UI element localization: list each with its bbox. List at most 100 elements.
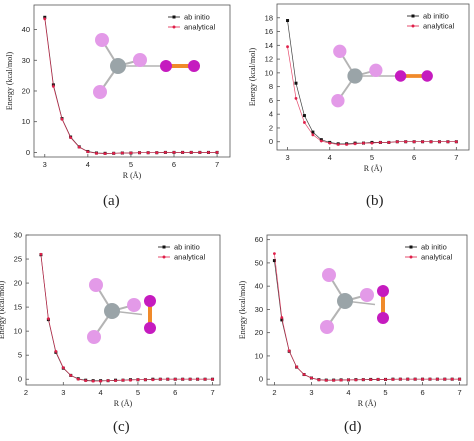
data-point-ab-initio	[311, 130, 315, 134]
data-point-analytical	[287, 349, 291, 353]
chart-b: 3 4 5 6 7 0 2 4 6 8 10 12 14 16 18 R (Å) Energy (kcal/mo…	[248, 3, 470, 173]
data-point-analytical	[54, 349, 58, 353]
data-point-analytical	[146, 151, 150, 155]
y-tick-label: 6	[269, 96, 273, 105]
data-point-analytical	[198, 150, 202, 154]
data-point-analytical	[406, 377, 410, 381]
y-tick-label: 16	[265, 27, 273, 36]
data-point-analytical	[443, 377, 447, 381]
data-point-analytical	[317, 378, 321, 382]
data-point-analytical	[43, 17, 47, 21]
data-point-analytical	[163, 150, 167, 154]
x-tick-label: 6	[172, 160, 176, 169]
panel-a: 3 4 5 6 7 0 10 20 30 40 R (Å) Energy (kcal/mol) ab i…	[0, 0, 237, 220]
plot-frame	[276, 3, 470, 151]
x-tick-label: 2	[272, 388, 276, 397]
data-point-analytical	[404, 140, 408, 144]
y-tick-label: 10	[265, 68, 273, 77]
data-point-analytical	[362, 141, 365, 145]
data-point-analytical	[412, 140, 416, 144]
caption-a: (a)	[103, 193, 120, 209]
data-point-analytical	[332, 378, 336, 382]
panel-b: 3 4 5 6 7 0 2 4 6 8 10 12 14 16 18 R (Å) Energy (kcal/mo…	[237, 0, 474, 220]
data-point-analytical	[446, 140, 450, 144]
data-point-analytical	[378, 141, 382, 144]
series-line-ab-initio	[287, 20, 457, 145]
data-point-analytical	[345, 143, 349, 146]
caption-d: (d)	[344, 419, 362, 435]
chart-a: 3 4 5 6 7 0 10 20 30 40 R (Å) Energy (kcal/mol) ab i…	[5, 4, 231, 180]
data-point-analytical	[413, 377, 417, 381]
legend-marker	[411, 24, 415, 28]
x-tick-label: 6	[173, 388, 177, 397]
x-tick-label: 4	[328, 153, 332, 162]
data-point-ab-initio	[43, 15, 47, 19]
data-point-analytical	[387, 141, 391, 144]
data-point-analytical	[391, 378, 395, 381]
legend-marker	[162, 255, 166, 259]
data-point-analytical	[129, 151, 133, 155]
data-point-analytical	[39, 252, 43, 256]
data-point-analytical	[158, 377, 162, 381]
legend-entry: ab initio	[184, 13, 210, 22]
data-point-analytical	[450, 377, 454, 381]
data-point-analytical	[172, 150, 176, 154]
x-tick-label: 3	[309, 388, 313, 397]
data-point-analytical	[203, 377, 207, 381]
y-tick-label: 0	[26, 148, 30, 157]
data-point-analytical	[86, 150, 90, 154]
x-tick-label: 6	[420, 388, 424, 397]
y-tick-label: 12	[265, 55, 273, 64]
data-point-analytical	[336, 143, 340, 146]
data-point-analytical	[143, 378, 147, 382]
y-tick-label: 8	[269, 82, 273, 91]
x-tick-label: 3	[285, 153, 289, 162]
data-point-analytical	[328, 141, 332, 145]
y-tick-label: 25	[14, 255, 22, 264]
data-point-analytical	[295, 365, 299, 369]
y-tick-label: 5	[18, 351, 22, 360]
x-axis-label: R (Å)	[114, 399, 133, 408]
y-tick-label: 60	[255, 235, 263, 244]
data-point-analytical	[211, 377, 214, 381]
series-line-analytical	[274, 253, 460, 381]
x-axis-label: R (Å)	[364, 164, 383, 173]
data-point-analytical	[339, 378, 343, 382]
y-tick-label: 0	[259, 375, 263, 384]
data-point-analytical	[106, 379, 110, 383]
x-tick-label: 4	[86, 160, 90, 169]
data-point-analytical	[189, 150, 193, 154]
data-point-analytical	[319, 139, 323, 143]
chart-c: 2 3 4 5 6 7 0 5 10 15 20 25 30 R (Å) Energy (kcal/mol)…	[0, 231, 221, 408]
data-point-analytical	[136, 378, 140, 382]
cf3-iodine-molecule-icon	[87, 278, 156, 344]
data-point-analytical	[76, 377, 80, 381]
data-point-analytical	[166, 377, 170, 381]
data-point-analytical	[46, 317, 50, 321]
x-tick-label: 5	[370, 153, 374, 162]
chart-d: 2 3 4 5 6 7 0 10 20 30 40 50 60 R (Å) Energy (kcal/mol…	[238, 234, 468, 408]
data-point-analytical	[458, 377, 461, 381]
y-tick-label: 50	[255, 258, 263, 267]
legend-marker	[172, 15, 176, 19]
legend-entry: analytical	[174, 253, 206, 262]
data-point-analytical	[181, 150, 185, 154]
y-tick-label: 10	[22, 117, 30, 126]
y-tick-label: 0	[269, 137, 273, 146]
x-tick-label: 4	[99, 388, 103, 397]
y-tick-label: 14	[265, 41, 273, 50]
legend-marker	[411, 14, 415, 18]
y-axis-label: Energy (kcal/mol)	[5, 52, 14, 111]
data-point-analytical	[438, 140, 441, 144]
data-point-analytical	[273, 252, 276, 256]
data-point-ab-initio	[294, 81, 298, 85]
x-tick-label: 7	[210, 388, 214, 397]
x-tick-label: 4	[346, 388, 350, 397]
data-point-analytical	[280, 316, 284, 319]
y-tick-label: 30	[22, 56, 30, 65]
data-point-analytical	[51, 84, 55, 88]
data-point-analytical	[77, 145, 81, 149]
panel-c: 2 3 4 5 6 7 0 5 10 15 20 25 30 R (Å) Energy (kcal/mol)…	[0, 225, 237, 441]
data-point-analytical	[429, 140, 433, 144]
legend-marker	[162, 245, 166, 249]
